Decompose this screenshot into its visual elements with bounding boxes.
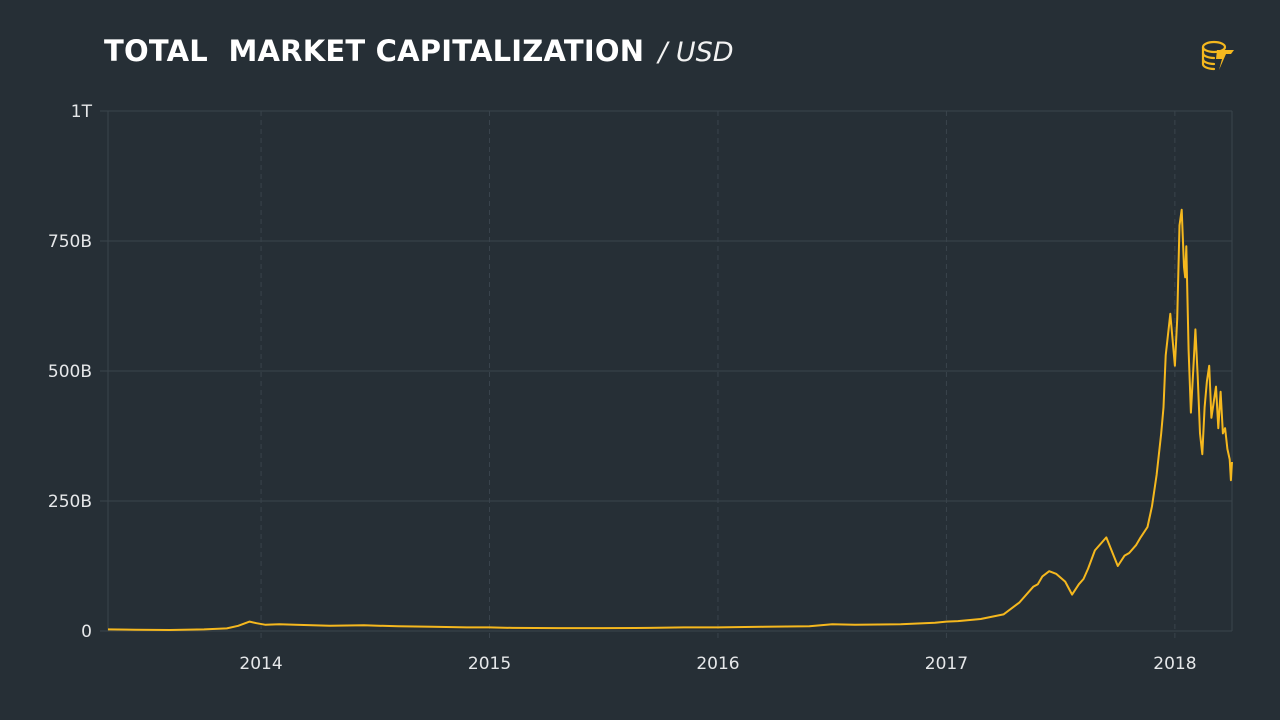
chart-title-group: TOTAL MARKET CAPITALIZATION / USD xyxy=(104,34,734,68)
x-tick-label: 2014 xyxy=(239,654,282,674)
chart-title: TOTAL MARKET CAPITALIZATION xyxy=(104,34,645,68)
x-tick-label: 2015 xyxy=(468,654,511,674)
coin-stack-lightning-icon xyxy=(1201,40,1234,71)
y-tick-label: 0 xyxy=(81,622,92,642)
x-tick-label: 2017 xyxy=(925,654,968,674)
y-tick-label: 750B xyxy=(48,232,92,252)
y-tick-label: 1T xyxy=(71,102,93,122)
chart-grid xyxy=(100,110,1233,639)
y-tick-label: 500B xyxy=(48,362,92,382)
y-axis: 0 250B 500B 750B 1T xyxy=(48,102,93,642)
market-cap-line xyxy=(107,208,1233,631)
x-tick-label: 2016 xyxy=(696,654,739,674)
chart-unit-label: / USD xyxy=(658,37,734,68)
y-tick-label: 250B xyxy=(48,492,92,512)
x-tick-label: 2018 xyxy=(1153,654,1196,674)
x-axis: 2014 2015 2016 2017 2018 xyxy=(239,654,1196,674)
